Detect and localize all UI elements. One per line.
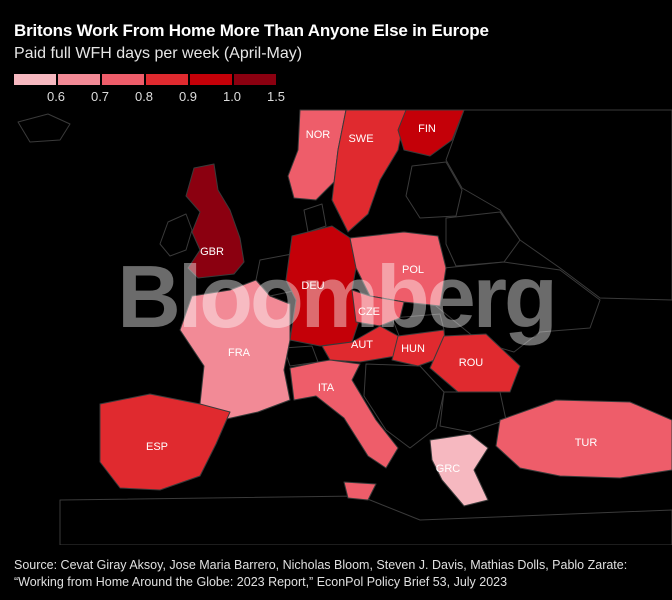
country-shape-grc xyxy=(429,433,489,507)
country-shape-benelux xyxy=(255,253,299,297)
country-label-pol: POL xyxy=(402,264,424,276)
country-shape-iceland xyxy=(17,113,71,143)
legend-tick: 0.9 xyxy=(178,89,198,104)
country-shape-balkans xyxy=(363,363,445,449)
country-shape-ita xyxy=(289,359,399,469)
country-label-grc: GRC xyxy=(436,463,461,475)
country-label-gbr: GBR xyxy=(200,246,224,258)
color-legend: 0.6 0.7 0.8 0.9 1.0 1.5 xyxy=(14,74,285,104)
legend-tick: 0.7 xyxy=(90,89,110,104)
country-shape-tur xyxy=(495,399,672,479)
country-shape-ukraine xyxy=(435,261,601,353)
country-label-swe: SWE xyxy=(348,133,373,145)
country-shape-ita-sicily xyxy=(343,481,377,501)
legend-swatch xyxy=(190,74,232,85)
country-shape-deu xyxy=(285,225,361,347)
country-label-fin: FIN xyxy=(418,123,436,135)
country-shape-gbr xyxy=(185,163,245,279)
country-shape-baltics xyxy=(405,161,463,219)
country-label-rou: ROU xyxy=(459,357,484,369)
legend-item: 0.8 xyxy=(102,74,153,104)
country-shape-ireland xyxy=(159,213,193,257)
legend-item: 1.0 xyxy=(190,74,241,104)
country-shape-esp xyxy=(99,393,231,491)
country-label-tur: TUR xyxy=(575,437,598,449)
legend-tick: 0.6 xyxy=(46,89,66,104)
legend-item: 0.9 xyxy=(146,74,197,104)
chart-title: Britons Work From Home More Than Anyone … xyxy=(14,21,489,40)
country-label-deu: DEU xyxy=(301,280,324,292)
legend-item: 1.5 xyxy=(234,74,285,104)
legend-tick: 0.8 xyxy=(134,89,154,104)
country-shape-swe xyxy=(331,109,407,233)
country-label-fra: FRA xyxy=(228,347,251,359)
country-shape-denmark xyxy=(303,203,327,233)
legend-swatch xyxy=(14,74,56,85)
legend-swatch xyxy=(146,74,188,85)
legend-tick: 1.5 xyxy=(266,89,286,104)
country-shape-russia xyxy=(445,109,672,301)
country-label-hun: HUN xyxy=(401,343,425,355)
country-shape-cze xyxy=(351,289,405,327)
europe-map: GBR NOR SWE FIN DEU POL CZE AUT HUN ROU … xyxy=(17,109,672,545)
country-shape-africa xyxy=(59,495,672,545)
country-shape-fin xyxy=(397,109,465,157)
country-shape-fra xyxy=(179,279,291,421)
legend-tick: 1.0 xyxy=(222,89,242,104)
legend-swatch xyxy=(234,74,276,85)
country-shape-bulgaria xyxy=(439,391,507,433)
country-label-aut: AUT xyxy=(351,339,373,351)
country-label-esp: ESP xyxy=(146,441,168,453)
country-label-nor: NOR xyxy=(306,129,331,141)
country-shape-rou xyxy=(429,333,521,393)
country-label-ita: ITA xyxy=(318,382,335,394)
country-shape-pol xyxy=(349,231,447,307)
legend-swatch xyxy=(58,74,100,85)
legend-item: 0.7 xyxy=(58,74,109,104)
country-shape-hun xyxy=(391,329,447,367)
legend-swatch xyxy=(102,74,144,85)
country-label-cze: CZE xyxy=(358,306,380,318)
chart-subtitle: Paid full WFH days per week (April-May) xyxy=(14,45,303,62)
legend-item: 0.6 xyxy=(14,74,65,104)
source-note: Source: Cevat Giray Aksoy, Jose Maria Ba… xyxy=(14,558,628,589)
